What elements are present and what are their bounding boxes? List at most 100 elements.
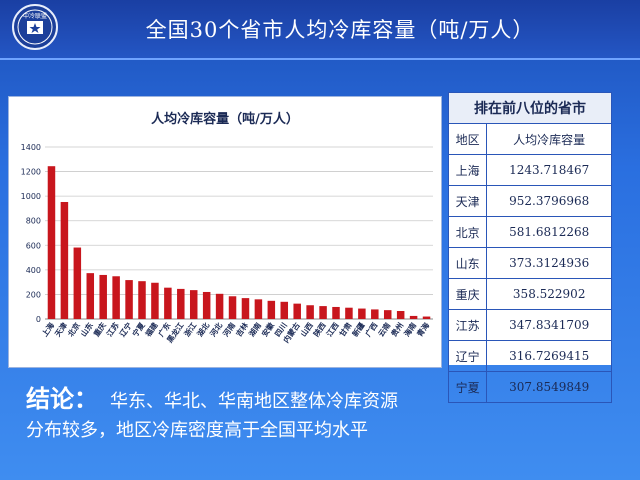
bar xyxy=(422,316,431,319)
table-cell-value: 952.3796968 xyxy=(486,185,612,217)
y-tick-label: 1400 xyxy=(21,143,41,152)
logo: 中冷联盟 xyxy=(12,4,58,50)
x-tick-label: 广西 xyxy=(363,320,380,338)
x-tick-label: 新疆 xyxy=(350,320,367,338)
table-row: 天津 952.3796968 xyxy=(447,185,612,217)
bar xyxy=(371,309,379,319)
bar xyxy=(138,281,146,319)
top-eight-table: 排在前八位的省市 地区 人均冷库容量 上海 1243.718467 天津 952… xyxy=(447,92,612,403)
bar-chart: 人均冷库容量（吨/万人） 0 200 400 600 800 1000 1200 1400 上海… xyxy=(21,111,433,345)
x-tick-label: 吉林 xyxy=(233,320,250,338)
bar xyxy=(293,303,301,319)
y-tick-label: 400 xyxy=(26,266,41,275)
table-cell-region: 北京 xyxy=(447,216,488,248)
bar xyxy=(164,287,172,319)
x-tick-label: 山东 xyxy=(78,320,95,338)
x-tick-label: 海南 xyxy=(401,320,418,338)
table-cell-value: 316.7269415 xyxy=(486,340,612,372)
bar-chart-panel: 人均冷库容量（吨/万人） 0 200 400 600 800 1000 1200 1400 上海… xyxy=(8,96,442,368)
x-tick-label: 重庆 xyxy=(91,320,108,338)
bar xyxy=(396,311,405,319)
table-cell-region: 山东 xyxy=(447,247,488,279)
table-row: 上海 1243.718467 xyxy=(447,154,612,186)
y-tick-label: 0 xyxy=(36,315,41,324)
x-tick-label: 甘肃 xyxy=(337,320,354,338)
table-header-region: 地区 xyxy=(447,123,488,155)
bar xyxy=(177,288,185,319)
bar xyxy=(125,280,133,319)
table-row: 北京 581.6812268 xyxy=(447,216,612,248)
table-cell-region: 江苏 xyxy=(447,309,488,341)
bar xyxy=(99,274,107,319)
bar xyxy=(383,310,392,319)
bar xyxy=(189,290,198,319)
conclusion-label: 结论： xyxy=(26,384,98,413)
table-cell-value: 373.3124936 xyxy=(486,247,612,279)
x-tick-label: 辽宁 xyxy=(117,320,134,338)
table-row: 山东 373.3124936 xyxy=(447,247,612,279)
table-row: 江苏 347.8341709 xyxy=(447,309,612,341)
table-cell-value: 581.6812268 xyxy=(486,216,612,248)
bar xyxy=(151,282,159,319)
top-eight-table-panel: 排在前八位的省市 地区 人均冷库容量 上海 1243.718467 天津 952… xyxy=(447,92,612,403)
y-tick-label: 1200 xyxy=(21,168,41,177)
page-title: 全国30个省市人均冷库容量（吨/万人） xyxy=(145,18,535,42)
bar xyxy=(228,296,237,319)
x-tick-label: 浙江 xyxy=(182,320,199,338)
bar xyxy=(202,291,211,319)
x-tick-label: 山西 xyxy=(298,320,315,338)
bar xyxy=(280,301,289,319)
conclusion-line-2: 分布较多，地区冷库密度高于全国平均水平 xyxy=(26,420,368,441)
x-tick-label: 河南 xyxy=(220,320,237,338)
table-cell-region: 天津 xyxy=(447,185,488,217)
chart-title: 人均冷库容量（吨/万人） xyxy=(151,111,299,127)
table-cell-value: 307.8549849 xyxy=(486,371,612,403)
logo-emblem-icon xyxy=(17,9,53,45)
bar xyxy=(319,306,327,319)
bar xyxy=(345,307,353,319)
table-cell-region: 宁夏 xyxy=(447,371,488,403)
table-header-capacity: 人均冷库容量 xyxy=(486,123,612,155)
bar xyxy=(73,247,82,319)
bar xyxy=(267,300,276,319)
x-tick-label: 湖南 xyxy=(246,320,263,338)
conclusion-line-1: 华东、华北、华南地区整体冷库资源 xyxy=(110,391,398,412)
table-cell-value: 1243.718467 xyxy=(486,154,612,186)
table-row: 重庆 358.522902 xyxy=(447,278,612,310)
x-tick-label: 福建 xyxy=(142,320,160,339)
x-tick-label: 陕西 xyxy=(311,320,328,338)
bar xyxy=(306,305,314,319)
x-tick-label: 贵州 xyxy=(389,320,406,338)
bar xyxy=(241,298,250,319)
table-caption: 排在前八位的省市 xyxy=(448,92,612,124)
table-cell-region: 重庆 xyxy=(447,278,488,310)
bar xyxy=(358,308,366,319)
header-bar: 中冷联盟 全国30个省市人均冷库容量（吨/万人） xyxy=(0,0,640,60)
y-tick-label: 800 xyxy=(26,217,41,226)
x-tick-label: 江苏 xyxy=(104,320,121,338)
x-tick-label: 河北 xyxy=(207,320,224,338)
conclusion-text: 结论： 华东、华北、华南地区整体冷库资源 分布较多，地区冷库密度高于全国平均水平 xyxy=(26,384,626,445)
table-cell-value: 347.8341709 xyxy=(486,309,612,341)
table-cell-region: 上海 xyxy=(447,154,488,186)
logo-text: 中冷联盟 xyxy=(22,13,47,20)
x-tick-label: 江西 xyxy=(324,320,341,338)
table-row: 辽宁 316.7269415 xyxy=(447,340,612,372)
table-row: 宁夏 307.8549849 xyxy=(447,371,612,403)
y-tick-label: 600 xyxy=(26,241,41,250)
table-cell-value: 358.522902 xyxy=(486,278,612,310)
table-cell-region: 辽宁 xyxy=(447,340,488,372)
x-tick-label: 青海 xyxy=(414,320,431,338)
bar xyxy=(112,276,120,319)
bar xyxy=(254,299,263,319)
bar xyxy=(215,293,224,319)
bar xyxy=(409,315,418,319)
x-tick-label: 上海 xyxy=(39,320,56,338)
x-tick-label: 宁夏 xyxy=(130,320,147,338)
x-tick-label: 北京 xyxy=(65,320,82,338)
x-tick-label: 湖北 xyxy=(195,320,212,338)
x-tick-label: 安徽 xyxy=(259,320,276,338)
bar xyxy=(332,306,340,319)
bar xyxy=(47,166,56,319)
y-tick-label: 1000 xyxy=(21,192,41,201)
